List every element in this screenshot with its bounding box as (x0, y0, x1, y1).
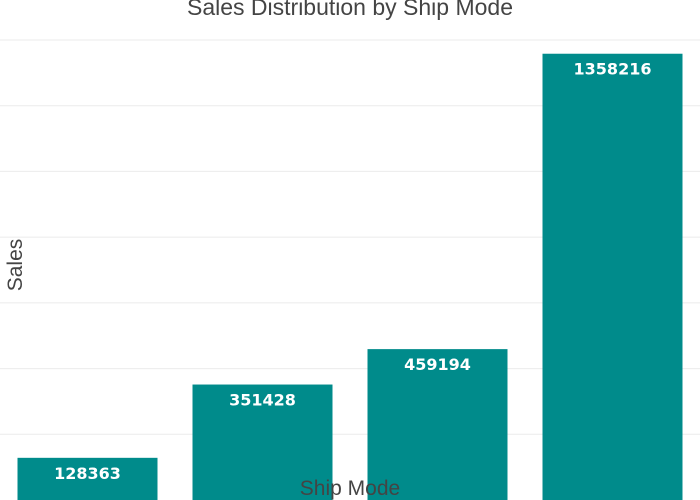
y-axis-title: Sales (4, 239, 27, 292)
bar-value-label: 459194 (404, 355, 471, 374)
bar (192, 384, 333, 500)
gridlines (0, 39, 700, 435)
bar-value-label: 351428 (229, 391, 296, 410)
bar-labels: 128363 351428 459194 1358216 (54, 60, 651, 483)
chart-title: Sales Distribution by Ship Mode (187, 0, 513, 20)
bar-value-label: 1358216 (574, 60, 652, 79)
bar-value-label: 128363 (54, 464, 121, 483)
x-axis-title: Ship Mode (300, 477, 400, 500)
bars (17, 53, 683, 500)
bar (17, 457, 158, 500)
bar (542, 53, 683, 500)
bar (367, 349, 508, 500)
